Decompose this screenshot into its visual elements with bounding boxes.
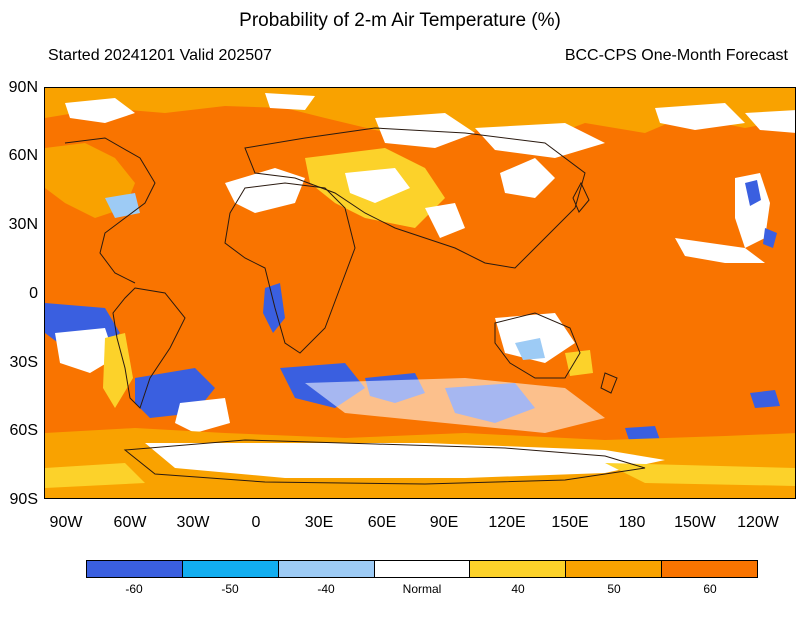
south-atlantic-normal xyxy=(175,398,230,433)
north-america-coast xyxy=(64,137,156,284)
south-pacific-normal xyxy=(55,328,115,373)
lat-label-eq: 0 xyxy=(29,285,38,302)
colorbar-label-60: 60 xyxy=(703,582,717,596)
arctic-normal-region xyxy=(65,93,795,158)
lon-label-180: 180 xyxy=(618,514,646,531)
ocean-above-normal xyxy=(45,88,795,498)
lon-label-30w: 30W xyxy=(176,514,210,531)
north-pacific-normal-region xyxy=(735,173,770,248)
lon-label-120e: 120E xyxy=(488,514,526,531)
colorbar-seg-40 xyxy=(470,561,567,577)
southern-ocean-normal-band xyxy=(305,378,605,433)
lat-label-30s: 30S xyxy=(9,354,38,371)
lon-label-60e: 60E xyxy=(367,514,397,531)
asia-normal-patches xyxy=(345,158,555,238)
lon-label-30e: 30E xyxy=(304,514,334,531)
lat-label-60n: 60N xyxy=(8,147,38,164)
australia-coast xyxy=(494,312,581,379)
colorbar-seg-neg40 xyxy=(278,561,375,577)
colorbar-label-50: 50 xyxy=(607,582,621,596)
south-america-coast xyxy=(112,287,186,409)
east-pacific-below-normal xyxy=(745,180,777,248)
forecast-dates: Started 20241201 Valid 202507 xyxy=(48,47,272,64)
lon-label-0: 0 xyxy=(251,514,261,531)
map-title: Probability of 2-m Air Temperature (%) xyxy=(239,10,561,31)
antarctica-coast xyxy=(123,439,646,485)
australia-below-normal xyxy=(515,338,545,360)
colorbar-label-40: 40 xyxy=(511,582,525,596)
colorbar xyxy=(86,560,758,578)
lon-label-150e: 150E xyxy=(551,514,589,531)
africa-below-normal xyxy=(263,283,285,333)
lon-label-90e: 90E xyxy=(429,514,459,531)
island-coasts xyxy=(572,181,618,394)
lat-label-90s: 90S xyxy=(9,491,38,508)
lon-label-150w: 150W xyxy=(674,514,716,531)
antarctica-normal-region xyxy=(145,443,665,478)
map-canvas xyxy=(45,88,795,498)
australia-normal-region xyxy=(495,313,575,363)
lat-label-30n: 30N xyxy=(8,216,38,233)
lat-label-60s: 60S xyxy=(9,422,38,439)
lon-label-120w: 120W xyxy=(737,514,779,531)
lon-label-60w: 60W xyxy=(113,514,147,531)
colorbar-seg-50 xyxy=(566,561,663,577)
antarctic-40-region xyxy=(45,463,795,488)
lat-label-90n: 90N xyxy=(8,79,38,96)
forecast-source: BCC-CPS One-Month Forecast xyxy=(564,47,788,64)
eurasia-coast xyxy=(244,127,586,269)
colorbar-label-neg60: -60 xyxy=(125,582,143,596)
australia-40-region xyxy=(565,350,593,376)
colorbar-seg-neg50 xyxy=(182,561,279,577)
europe-normal-region xyxy=(225,168,305,213)
north-america-below-normal xyxy=(105,193,140,218)
colorbar-label-neg40: -40 xyxy=(317,582,335,596)
colorbar-label-normal: Normal xyxy=(402,582,442,596)
colorbar-seg-60 xyxy=(662,561,758,577)
coastlines xyxy=(64,127,646,485)
colorbar-seg-neg60 xyxy=(87,561,183,577)
lon-label-90w: 90W xyxy=(49,514,83,531)
africa-coast xyxy=(224,182,356,354)
temperature-probability-map xyxy=(44,87,796,499)
south-america-40-region xyxy=(103,333,133,408)
colorbar-seg-normal xyxy=(374,561,471,577)
colorbar-label-neg50: -50 xyxy=(221,582,239,596)
pacific-normal-band xyxy=(675,238,765,263)
south-pacific-below-normal-patches xyxy=(625,390,780,443)
